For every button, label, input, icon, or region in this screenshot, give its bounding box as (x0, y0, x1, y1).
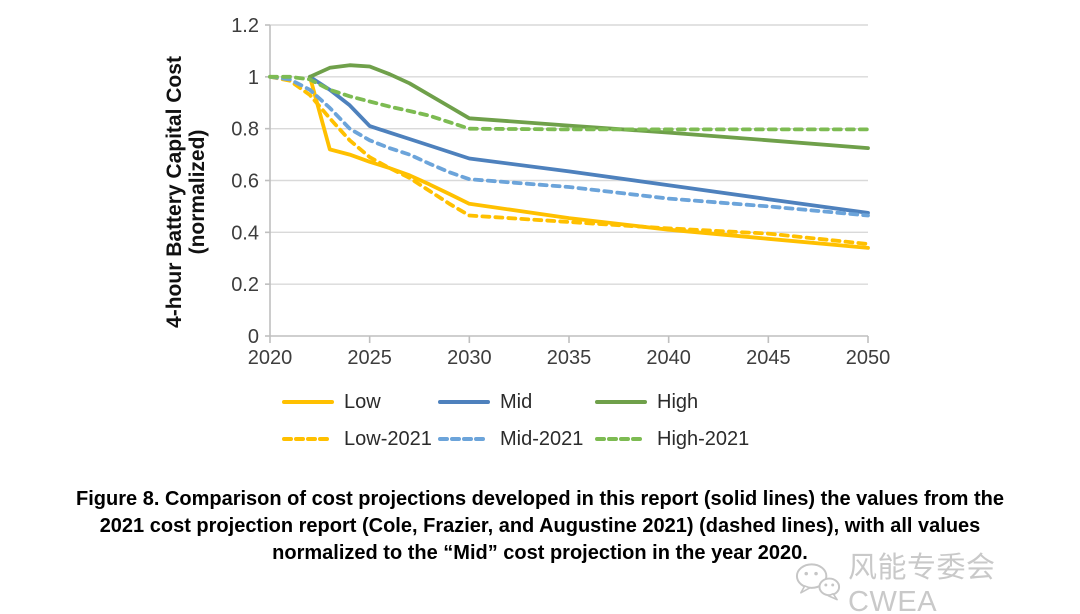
legend-swatch-mid-2021 (438, 430, 490, 448)
legend-label-low-2021: Low-2021 (344, 427, 432, 450)
figure-caption: Figure 8. Comparison of cost projections… (0, 486, 1080, 567)
y-tick-label: 0.4 (231, 222, 259, 244)
legend-swatch-low-2021 (282, 430, 334, 448)
legend-item-low: Low (282, 390, 381, 414)
legend-label-high: High (657, 390, 699, 413)
caption-line-3: normalized to the “Mid” cost projection … (272, 542, 808, 564)
caption-line-1: Figure 8. Comparison of cost projections… (76, 488, 1004, 510)
x-tick-label: 2045 (746, 347, 791, 369)
x-tick-label: 2035 (547, 347, 592, 369)
legend-swatch-high (595, 393, 647, 411)
legend-item-high-2021: High-2021 (595, 427, 749, 451)
x-tick-label: 2030 (447, 347, 492, 369)
series-line-high (307, 63, 870, 151)
legend-item-mid-2021: Mid-2021 (438, 427, 583, 451)
legend-swatch-mid (438, 393, 490, 411)
y-axis-title-line1: 4-hour Battery Capital Cost (163, 56, 186, 328)
legend-item-low-2021: Low-2021 (282, 427, 432, 451)
x-tick-label: 2040 (646, 347, 691, 369)
legend-label-high-2021: High-2021 (657, 427, 750, 450)
watermark-text: 风能专委会CWEA (848, 552, 996, 614)
legend-swatch-high-2021 (595, 430, 647, 448)
caption-line-2: 2021 cost projection report (Cole, Frazi… (99, 515, 981, 537)
wechat-icon (795, 562, 841, 600)
series-line-mid (307, 74, 870, 215)
legend-swatch-low (282, 393, 334, 411)
series-line-low-2021 (268, 74, 870, 246)
y-tick-label: 1 (248, 67, 259, 89)
legend-label-mid-2021: Mid-2021 (500, 427, 584, 450)
y-axis-title: 4-hour Battery Capital Cost (normalized) (163, 0, 213, 512)
y-tick-label: 0 (248, 326, 259, 348)
x-tick-label: 2025 (347, 347, 392, 369)
battery-cost-line-chart: 0 0.2 0.4 0.6 0.8 1 1.2 2020 2025 2030 2035 2040 204… (231, 15, 891, 369)
legend-item-high: High (595, 390, 698, 414)
y-tick-label: 0.2 (231, 274, 259, 296)
y-tick-label: 0.6 (231, 171, 259, 193)
watermark: 风能专委会CWEA (793, 544, 1080, 614)
y-axis-title-line2: (normalized) (186, 129, 209, 255)
y-tick-label: 0.8 (231, 119, 259, 141)
legend-item-mid: Mid (438, 390, 532, 414)
series-line-mid-2021 (268, 74, 870, 218)
legend-label-low: Low (344, 390, 381, 413)
legend-label-mid: Mid (500, 390, 533, 413)
x-tick-label: 2020 (248, 347, 293, 369)
x-tick-label: 2050 (846, 347, 891, 369)
y-tick-label: 1.2 (231, 15, 259, 37)
series-line-high-2021 (268, 74, 870, 132)
